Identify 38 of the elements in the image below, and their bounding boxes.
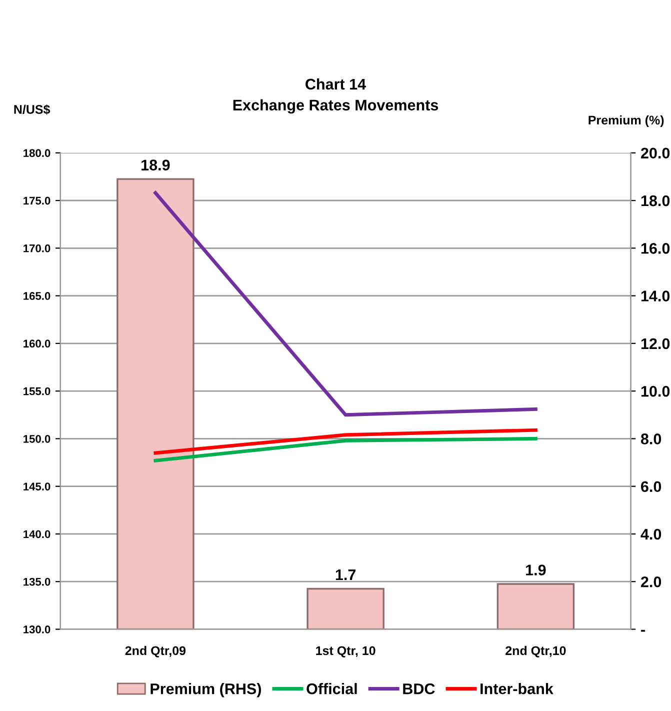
y2-tick-label: 16.0 bbox=[641, 243, 670, 254]
y2-tick-label: 4.0 bbox=[640, 528, 662, 540]
data-label: 1.7 bbox=[336, 570, 356, 580]
y2-tick-label: 2.0 bbox=[640, 576, 662, 588]
y-tick-label: 150.0 bbox=[24, 434, 50, 443]
legend-label: BDC bbox=[403, 683, 435, 694]
y-axis-title: N/US$ bbox=[14, 104, 50, 115]
y2-tick-label: 20.0 bbox=[640, 148, 670, 159]
y2-tick-label: 8.0 bbox=[640, 434, 662, 444]
legend-label: Inter-bank bbox=[480, 683, 554, 694]
legend-label: Premium (RHS) bbox=[150, 683, 261, 698]
data-label: 1.9 bbox=[526, 564, 546, 576]
chart-title: Chart 14 Exchange Rates Movements bbox=[233, 78, 438, 114]
y2-tick-label: 10.0 bbox=[641, 386, 670, 397]
bar bbox=[496, 583, 575, 630]
y2-tick-label: 18.0 bbox=[641, 195, 670, 206]
x-tick-label: 2nd Qtr,09 bbox=[125, 646, 186, 658]
y-tick-label: 160.0 bbox=[24, 340, 50, 348]
y-tick-label: 170.0 bbox=[24, 244, 50, 252]
y-tick-label: 135.0 bbox=[24, 578, 50, 586]
bar bbox=[306, 588, 384, 630]
x-tick-label: 2nd Qtr,10 bbox=[506, 646, 566, 658]
y2-tick-label: 6.0 bbox=[641, 481, 662, 492]
x-tick-label: 1st Qtr, 10 bbox=[316, 646, 376, 658]
data-label: 18.9 bbox=[142, 160, 170, 170]
bar bbox=[116, 178, 194, 630]
y-tick-label: 165.0 bbox=[24, 292, 50, 300]
y2-tick-label: 12.0 bbox=[641, 338, 670, 350]
legend-label: Official bbox=[306, 683, 357, 694]
y-tick-label: 175.0 bbox=[24, 196, 50, 205]
y-tick-label: 145.0 bbox=[24, 482, 50, 490]
y-tick-label: 155.0 bbox=[24, 387, 50, 396]
y2-tick-label: 14.0 bbox=[641, 290, 670, 302]
y2-axis-title: Premium (%) bbox=[588, 115, 664, 128]
y-tick-label: 130.0 bbox=[24, 626, 50, 634]
y-tick-label: 140.0 bbox=[24, 530, 50, 538]
y2-tick-label: - bbox=[641, 630, 645, 632]
y-tick-label: 180.0 bbox=[24, 149, 50, 157]
